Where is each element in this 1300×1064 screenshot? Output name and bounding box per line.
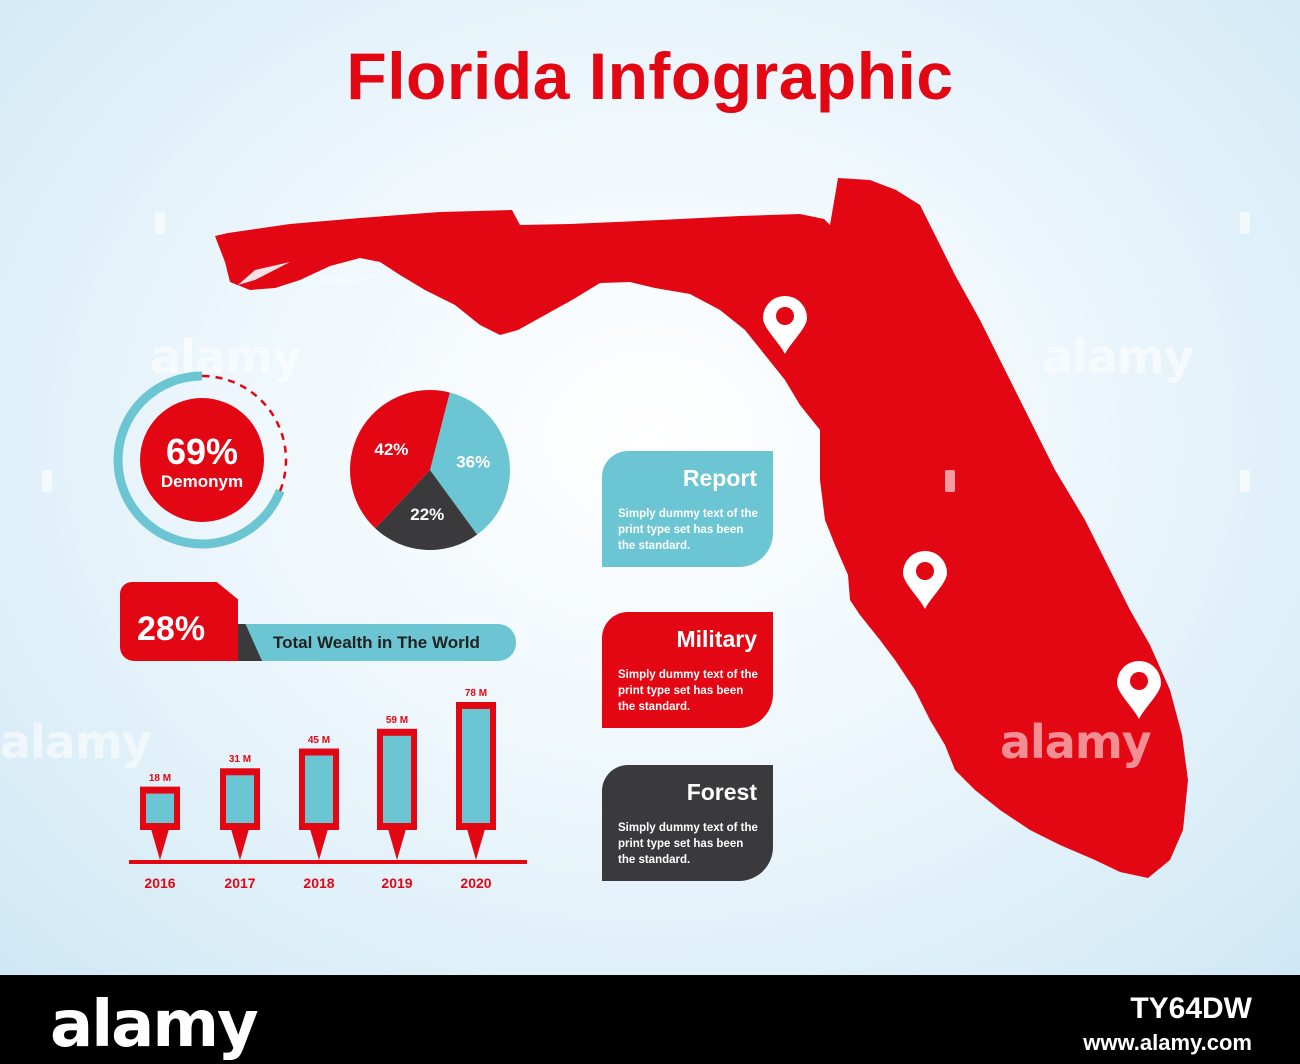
florida-shape bbox=[215, 178, 1188, 878]
pie-slice bbox=[375, 470, 478, 550]
demonym-label: Demonym bbox=[160, 472, 244, 491]
watermark: alamy bbox=[1042, 330, 1194, 384]
page-title: Florida Infographic bbox=[346, 39, 954, 113]
forest-box: Forest Simply dummy text of the print ty… bbox=[602, 765, 773, 881]
wealth-bar bbox=[232, 624, 516, 661]
bar bbox=[299, 748, 339, 860]
pie-chart: 36% 22% 42% bbox=[350, 390, 510, 550]
infographic-canvas: Florida Infographic alamy alamy alamy al… bbox=[0, 0, 1300, 975]
military-box: Military Simply dummy text of the print … bbox=[602, 612, 773, 728]
bar bbox=[220, 768, 260, 860]
map-pins bbox=[763, 296, 1161, 719]
footer-logo: alamy bbox=[50, 988, 259, 1062]
watermark: alamy bbox=[1000, 715, 1152, 769]
watermark-mark bbox=[1240, 470, 1250, 492]
demonym-gauge bbox=[113, 371, 291, 549]
bar-year-label: 2020 bbox=[460, 875, 492, 891]
wealth-label: Total Wealth in The World bbox=[273, 633, 480, 652]
bar-year-label: 2016 bbox=[144, 875, 176, 891]
forest-text: Simply dummy text of the print type set … bbox=[618, 822, 758, 866]
footer-image-id: TY64DW bbox=[1130, 992, 1252, 1025]
bar-baseline bbox=[129, 860, 527, 864]
report-text: Simply dummy text of the print type set … bbox=[618, 508, 758, 552]
footer-url: www.alamy.com bbox=[1083, 1030, 1252, 1055]
bar bbox=[140, 786, 180, 860]
bar-value-label: 59 M bbox=[385, 714, 409, 726]
pie-slice bbox=[430, 392, 510, 535]
bar bbox=[456, 702, 496, 860]
bar bbox=[377, 728, 417, 860]
watermark-mark bbox=[42, 470, 52, 492]
bar-value-label: 18 M bbox=[148, 772, 172, 784]
pie-slice-label: 42% bbox=[374, 440, 408, 459]
watermark-mark bbox=[945, 470, 955, 492]
map-pin-icon bbox=[1117, 661, 1161, 719]
report-box: Report Simply dummy text of the print ty… bbox=[602, 451, 773, 567]
watermark-mark bbox=[155, 212, 165, 234]
bar-value-label: 78 M bbox=[464, 688, 488, 699]
bar-value-label: 31 M bbox=[228, 754, 252, 766]
bar-value-label: 45 M bbox=[307, 734, 331, 746]
military-title: Military bbox=[676, 626, 757, 652]
demonym-center bbox=[140, 398, 264, 522]
pie-slice bbox=[350, 390, 450, 529]
bar-chart bbox=[129, 702, 527, 864]
watermark: alamy bbox=[150, 330, 302, 384]
demonym-value: 69% bbox=[165, 431, 239, 472]
map-pin-icon bbox=[903, 551, 947, 609]
wealth-value: 28% bbox=[137, 610, 206, 648]
pie-slice-label: 22% bbox=[410, 505, 444, 524]
forest-title: Forest bbox=[686, 779, 757, 805]
map-pin-icon bbox=[763, 296, 807, 354]
report-title: Report bbox=[682, 465, 757, 491]
watermark: alamy bbox=[0, 715, 152, 769]
military-text: Simply dummy text of the print type set … bbox=[618, 669, 758, 713]
bar-year-label: 2018 bbox=[303, 875, 335, 891]
florida-map bbox=[215, 178, 1188, 878]
bar-year-label: 2019 bbox=[381, 875, 413, 891]
pie-slice-label: 36% bbox=[456, 453, 490, 472]
bar-year-label: 2017 bbox=[224, 875, 256, 891]
wealth-tab bbox=[120, 582, 238, 661]
watermark-mark bbox=[1240, 212, 1250, 234]
